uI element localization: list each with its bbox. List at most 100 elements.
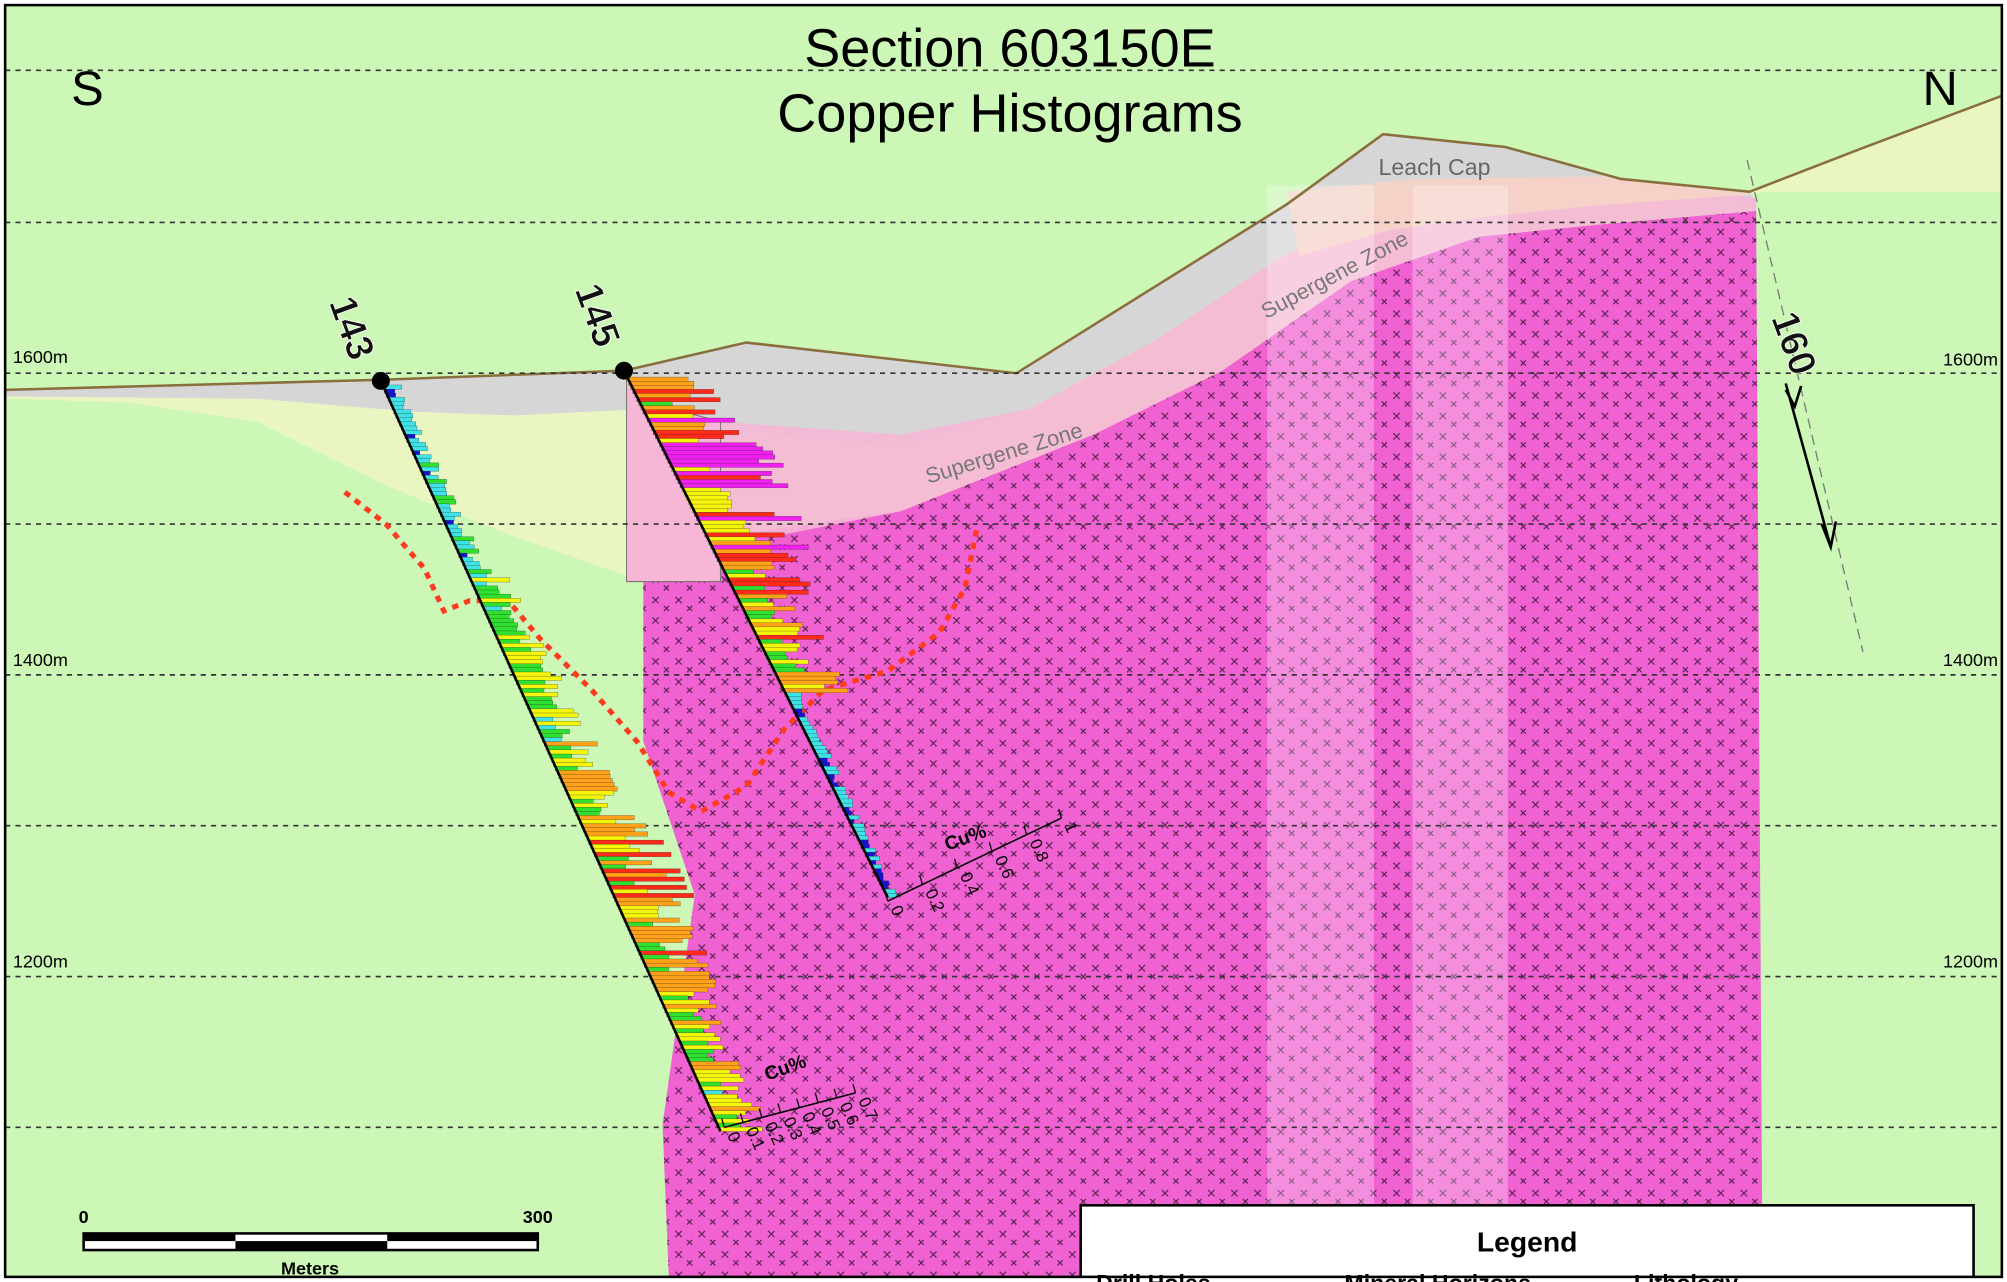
- histogram-bar: [690, 503, 732, 509]
- histogram-bar: [594, 852, 672, 857]
- histogram-bar: [456, 548, 479, 554]
- histogram-bar: [582, 827, 635, 833]
- histogram-bar: [579, 819, 617, 825]
- histogram-bar: [620, 909, 658, 915]
- scale-tick: [833, 1088, 838, 1098]
- histogram-bar: [741, 606, 796, 611]
- histogram-bar: [630, 385, 694, 390]
- histogram-bar: [675, 1032, 716, 1038]
- histogram-bar: [488, 618, 514, 624]
- histogram-bar: [768, 659, 809, 665]
- histogram-bar: [425, 479, 447, 484]
- histogram-bar: [647, 971, 710, 976]
- elevation-label: 1200m: [13, 952, 68, 972]
- histogram-bar: [692, 508, 728, 513]
- histogram-bar: [629, 930, 691, 935]
- histogram-bar: [673, 471, 772, 476]
- histogram-bar: [558, 774, 611, 779]
- histogram-bar: [692, 1069, 731, 1075]
- histogram-bar: [626, 376, 689, 382]
- scale-tick: [758, 1108, 763, 1118]
- histogram-bar: [659, 442, 757, 448]
- scale-axis: [887, 817, 1062, 902]
- scale-tick: [852, 1083, 857, 1094]
- histogram-bar: [586, 835, 626, 841]
- histogram-bar: [566, 790, 614, 796]
- histogram-bar: [610, 889, 648, 894]
- histogram-bar: [686, 1057, 714, 1062]
- histogram-bar: [667, 458, 759, 464]
- subtitle: Copper Histograms: [777, 84, 1242, 144]
- histogram-bar: [499, 643, 544, 648]
- scale-tick: [721, 1118, 725, 1128]
- histogram-bar: [562, 782, 615, 788]
- histogram-bar: [432, 495, 455, 501]
- histogram-bar: [638, 401, 673, 407]
- histogram-bar: [694, 1073, 741, 1079]
- histogram-bar: [672, 1024, 710, 1030]
- legend-heading: Mineral Horizons: [1344, 1270, 1531, 1282]
- scale-bar-segment: [387, 1233, 538, 1242]
- histogram-bar: [716, 557, 796, 562]
- histogram-bar: [473, 585, 498, 591]
- scale-axis: [724, 1092, 856, 1129]
- histogram-bar: [705, 1098, 742, 1103]
- histogram-bar: [495, 634, 530, 640]
- histogram-bar: [688, 1061, 739, 1066]
- histogram-bar: [696, 1077, 744, 1083]
- dyke: [1412, 185, 1508, 1277]
- histogram-bar: [664, 1008, 699, 1013]
- histogram-bar: [640, 954, 670, 960]
- histogram-bar: [751, 626, 800, 632]
- histogram-bar: [702, 528, 750, 534]
- histogram-bar: [665, 454, 775, 460]
- histogram-bar: [762, 647, 798, 652]
- histogram-bar: [628, 381, 695, 386]
- histogram-bar: [417, 462, 439, 468]
- histogram-bar: [636, 946, 666, 952]
- histogram-bar: [679, 483, 789, 489]
- histogram-bar: [733, 589, 809, 595]
- scale-tick: [884, 891, 889, 902]
- histogram-bar: [486, 614, 510, 620]
- histogram-bar: [655, 434, 724, 439]
- dyke: [1267, 185, 1375, 1277]
- histogram-bar: [575, 811, 600, 816]
- scale-unit: Meters: [281, 1258, 339, 1278]
- histogram-bar: [679, 1040, 708, 1046]
- histogram-bar: [492, 626, 517, 632]
- scale-tick: 0: [79, 1207, 89, 1227]
- histogram-bar: [646, 967, 669, 972]
- histogram-bar: [735, 594, 787, 599]
- histogram-bar: [469, 577, 510, 583]
- scale-tick: [796, 1098, 800, 1108]
- histogram-bar: [595, 856, 629, 861]
- histogram-bar: [545, 745, 571, 751]
- arrow: [1784, 385, 1838, 552]
- elevation-label: 1200m: [1943, 952, 1998, 972]
- histogram-bar: [653, 983, 716, 989]
- elevation-label: 1600m: [13, 347, 68, 367]
- histogram-bar: [608, 885, 687, 890]
- legend-title: Legend: [1477, 1225, 1578, 1257]
- histogram-bar: [638, 950, 707, 956]
- histogram-bar: [772, 667, 805, 673]
- histogram-bar: [706, 536, 756, 542]
- histogram-bar: [686, 495, 728, 501]
- histogram-bar: [727, 577, 801, 583]
- histogram-bar: [529, 708, 574, 714]
- histogram-bar: [739, 602, 774, 607]
- histogram-bar: [661, 446, 763, 452]
- histogram-bar: [527, 704, 558, 710]
- histogram-bar: [707, 1102, 752, 1107]
- drill-trace: [379, 380, 722, 1132]
- histogram-bar: [571, 803, 608, 808]
- histogram-bar: [590, 844, 630, 849]
- histogram-bar: [644, 413, 694, 419]
- scale-tick: [988, 842, 993, 852]
- histogram-bar: [490, 622, 518, 628]
- histogram-bar: [770, 663, 796, 669]
